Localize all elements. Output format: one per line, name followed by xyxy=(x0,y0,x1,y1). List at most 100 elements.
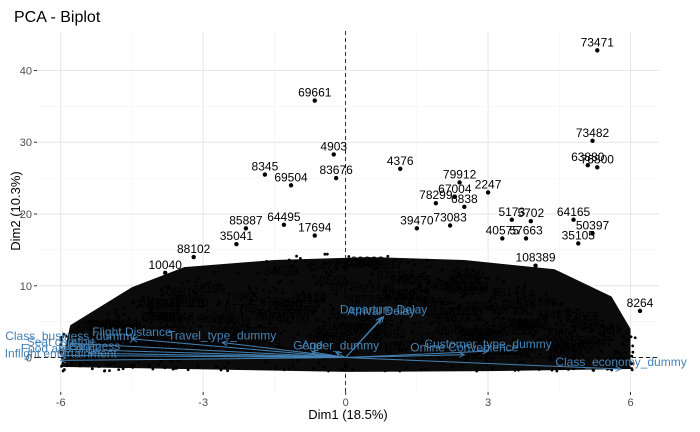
variable-label: Seat comfort xyxy=(27,335,96,349)
observation-point xyxy=(631,350,635,354)
observation-point xyxy=(107,363,111,367)
observation-point xyxy=(194,330,198,334)
observation-point xyxy=(515,306,519,310)
observation-point xyxy=(292,336,296,340)
observation-point xyxy=(532,293,535,297)
point-label: 64495 xyxy=(267,210,301,224)
observation-point xyxy=(423,277,426,281)
observation-point xyxy=(501,317,505,320)
observation-point xyxy=(525,319,529,322)
observation-point xyxy=(568,331,572,335)
observation-point xyxy=(273,331,277,335)
observation-point xyxy=(394,341,398,345)
observation-point xyxy=(441,268,444,272)
observation-point xyxy=(529,293,533,296)
observation-point xyxy=(69,360,73,364)
observation-point xyxy=(633,336,637,340)
overplotted-label: 47003 xyxy=(396,286,430,300)
observation-point xyxy=(601,319,605,323)
overplotted-label: 69204 xyxy=(459,326,493,340)
overplotted-label: 28360 xyxy=(465,300,499,314)
observation-point xyxy=(531,334,535,338)
overplotted-label: 28303 xyxy=(505,324,539,338)
overplotted-label: 12700 xyxy=(382,287,416,301)
observation-point xyxy=(516,299,520,303)
observation-point xyxy=(451,279,454,283)
observation-point xyxy=(442,345,446,349)
observation-point xyxy=(608,343,611,347)
observation-point xyxy=(362,259,366,263)
observation-point xyxy=(428,321,432,325)
observation-point xyxy=(92,341,96,345)
observation-point xyxy=(86,331,90,335)
observation-point xyxy=(526,342,530,346)
observation-point xyxy=(291,300,295,304)
observation-point xyxy=(216,303,219,307)
observation-point xyxy=(412,321,416,325)
observation-point xyxy=(465,267,469,271)
observation-point xyxy=(355,350,358,353)
observation-point xyxy=(518,360,521,364)
observation-point xyxy=(322,357,326,361)
observation-point xyxy=(401,296,405,300)
observation-point xyxy=(590,347,594,351)
observation-point xyxy=(625,331,629,335)
overplotted-label: 97768 xyxy=(454,336,488,350)
observation-point xyxy=(142,325,146,329)
observation-point xyxy=(512,349,515,353)
observation-point xyxy=(385,344,388,347)
overplotted-label: 89298 xyxy=(536,335,570,349)
axis-ticks: -6 -3 0 3 6 0 10 20 30 40 xyxy=(20,65,634,409)
observation-point xyxy=(530,301,534,305)
observation-point xyxy=(589,323,593,327)
observation-point xyxy=(351,368,354,372)
observation-point xyxy=(488,299,492,303)
observation-point xyxy=(419,273,423,276)
observation-point xyxy=(323,252,327,256)
labeled-point xyxy=(585,163,590,168)
observation-point xyxy=(524,308,527,312)
observation-point xyxy=(507,292,511,296)
observation-point xyxy=(452,281,456,284)
observation-point xyxy=(213,318,217,322)
observation-point xyxy=(478,280,481,284)
observation-point xyxy=(457,336,461,340)
observation-point xyxy=(577,335,580,339)
observation-point xyxy=(117,368,121,372)
observation-point xyxy=(286,299,289,302)
observation-point xyxy=(497,312,500,316)
observation-point xyxy=(105,335,109,339)
observation-point xyxy=(585,314,589,318)
observation-point xyxy=(103,345,107,349)
observation-point xyxy=(282,368,286,372)
observation-point xyxy=(261,300,265,303)
variable-label: Gender_dummy xyxy=(293,339,379,353)
observation-point xyxy=(572,343,576,347)
observation-point xyxy=(490,367,494,371)
observation-point xyxy=(310,333,313,337)
observation-point xyxy=(579,322,582,326)
observation-point xyxy=(372,310,376,314)
observation-point xyxy=(393,258,397,262)
observation-point xyxy=(384,289,387,293)
observation-point xyxy=(125,339,129,343)
observation-point xyxy=(423,301,427,305)
overplotted-label: 70536 xyxy=(142,336,176,350)
observation-point xyxy=(391,274,394,278)
observation-point xyxy=(331,307,335,311)
observation-point xyxy=(264,360,268,364)
observation-point xyxy=(457,307,461,311)
observation-point xyxy=(60,364,63,368)
overplotted-label: 25506 xyxy=(146,340,180,354)
observation-point xyxy=(321,299,325,303)
observation-point xyxy=(294,260,297,263)
observation-point xyxy=(463,289,467,292)
observation-point xyxy=(179,294,183,298)
observation-point xyxy=(573,355,577,358)
observation-point xyxy=(265,260,269,263)
observation-point xyxy=(112,362,116,366)
observation-point xyxy=(520,326,524,330)
observation-point xyxy=(174,312,178,316)
observation-point xyxy=(309,344,312,348)
observation-point xyxy=(226,361,230,365)
